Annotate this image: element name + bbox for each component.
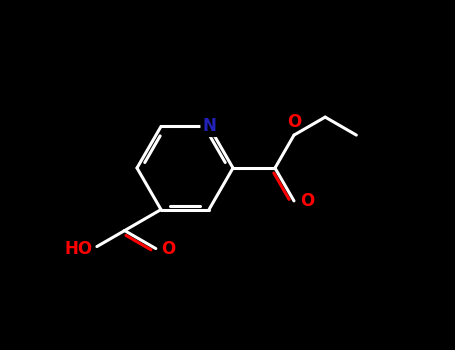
Text: O: O <box>300 192 314 210</box>
Text: O: O <box>287 113 301 131</box>
Text: N: N <box>202 118 216 135</box>
Text: O: O <box>161 239 175 258</box>
Text: HO: HO <box>65 239 93 258</box>
